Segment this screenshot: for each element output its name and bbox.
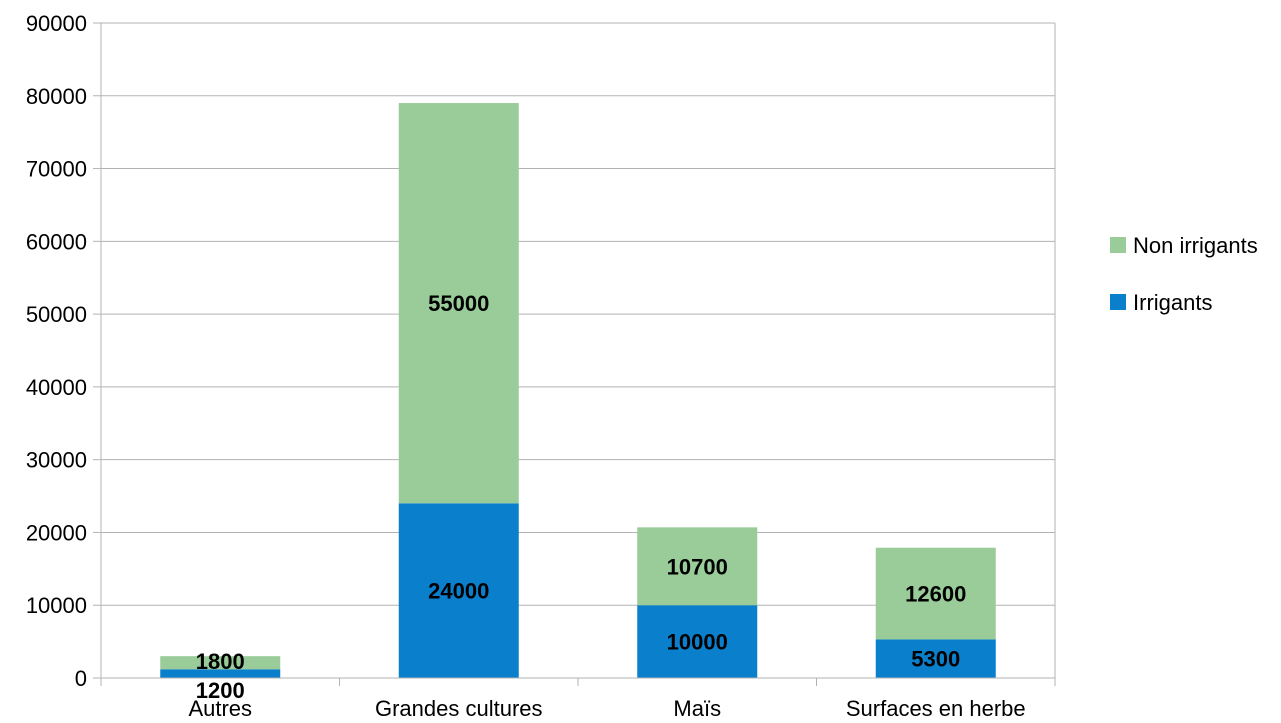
x-tick-label: Maïs — [673, 696, 721, 721]
bar-segment — [398, 103, 519, 504]
bar-segment — [160, 656, 281, 670]
bar-segment — [875, 547, 996, 640]
x-tick-label: Surfaces en herbe — [846, 696, 1026, 721]
bar-segment — [398, 503, 519, 678]
y-tick-label: 30000 — [26, 448, 87, 473]
bar-segment — [875, 639, 996, 678]
data-label: 12600 — [905, 582, 966, 607]
gridlines — [100, 22, 1056, 679]
x-axis-ticks: Autres Grandes cultures Maïs Surfaces en he… — [100, 677, 1056, 721]
x-tick-label: Autres — [188, 696, 252, 721]
y-tick-label: 40000 — [26, 375, 87, 400]
bars: 1200 1800 24000 55000 10000 10700 5300 12600 — [160, 103, 996, 703]
y-tick-label: 0 — [75, 666, 87, 691]
y-tick-label: 60000 — [26, 229, 87, 254]
data-label: 5300 — [911, 647, 960, 672]
bar-segment — [637, 527, 758, 606]
data-label: 10700 — [667, 554, 728, 579]
bar-segment — [160, 669, 281, 678]
y-tick-label: 50000 — [26, 302, 87, 327]
legend-label: Non irrigants — [1133, 233, 1258, 258]
data-label: 1200 — [196, 678, 245, 703]
data-label: 24000 — [428, 579, 489, 604]
legend: Non irrigants Irrigants — [1110, 233, 1258, 315]
y-tick-label: 10000 — [26, 593, 87, 618]
x-tick-label: Grandes cultures — [375, 696, 543, 721]
data-label: 1800 — [196, 649, 245, 674]
legend-swatch — [1110, 294, 1126, 310]
data-label: 55000 — [428, 291, 489, 316]
y-tick-label: 20000 — [26, 520, 87, 545]
y-tick-label: 80000 — [26, 84, 87, 109]
legend-label: Irrigants — [1133, 290, 1212, 315]
bar-segment — [637, 605, 758, 678]
y-axis-ticks: 0 10000 20000 30000 40000 50000 60000 70000 8000… — [26, 11, 101, 691]
y-tick-label: 90000 — [26, 11, 87, 36]
y-tick-label: 70000 — [26, 157, 87, 182]
data-label: 10000 — [667, 630, 728, 655]
legend-swatch — [1110, 237, 1126, 253]
